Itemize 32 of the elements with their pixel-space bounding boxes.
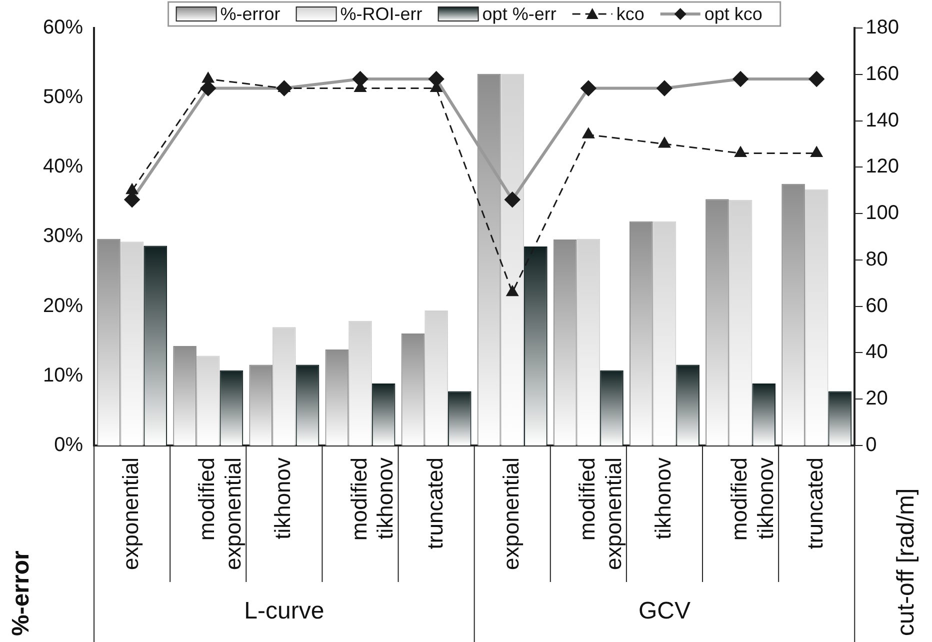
x-tick-label: tikhonov [650,457,676,540]
y2-tick-label: 100 [866,202,900,224]
y-axis-title: %-error [8,550,35,636]
legend-label: %-ROI-err [340,4,422,24]
y-tick-label: 50% [43,86,84,108]
y-tick-label: 30% [43,225,84,248]
y-tick-label: 10% [43,364,84,386]
x-tick-label: truncated [802,457,828,550]
y2-tick-label: 40 [866,341,888,364]
y-tick-label: 60% [43,16,84,39]
legend-label: %-error [220,4,280,24]
y2-tick-label: 20 [866,388,888,410]
y2-tick-label: 80 [866,248,888,270]
text: L-curve [244,598,324,625]
y2-tick-label: 160 [866,62,900,85]
x-tick-label: exponential [118,457,144,570]
y2-axis-title: cut-off [rad/m] [892,488,920,636]
x-tick-label: tikhonov [270,457,296,540]
y2-tick-label: 120 [866,156,900,178]
y2-tick-label: 0 [866,434,877,456]
y2-tick-label: 140 [866,109,900,132]
y2-tick-label: 180 [866,16,900,39]
legend-label: kco [616,4,644,24]
y2-tick-label: 60 [866,294,888,317]
text: GCV [638,598,690,625]
y-tick-label: 40% [43,156,84,178]
y-tick-label: 20% [43,294,84,317]
legend-label: opt kco [704,4,762,24]
y-tick-label: 0% [54,434,84,456]
x-tick-label: truncated [422,457,448,550]
legend-label: opt %-err [482,4,556,24]
x-tick-label: exponential [498,457,524,570]
